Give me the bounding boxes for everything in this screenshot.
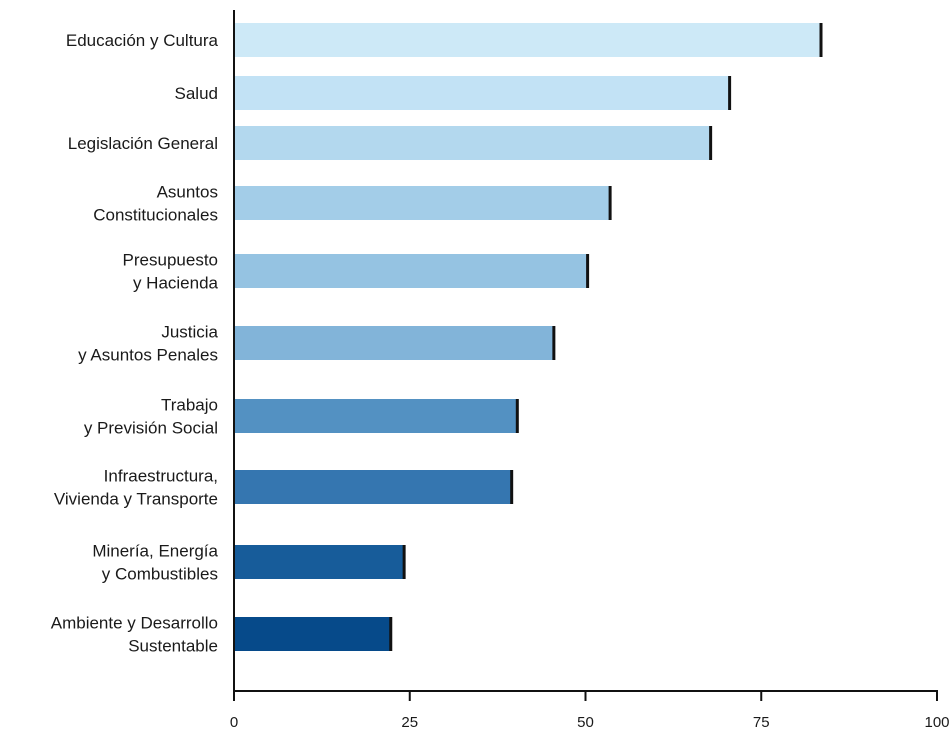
category-label-line: Vivienda y Transporte (54, 490, 218, 509)
category-label: Presupuesto y Hacienda (123, 251, 219, 293)
x-ticks-group: 0 25 50 75 100 (230, 691, 950, 731)
category-label-line: Presupuesto (123, 251, 218, 270)
x-tick-label: 50 (577, 714, 594, 731)
x-tick-label: 25 (401, 714, 418, 731)
category-label-line: Infraestructura, (104, 467, 218, 486)
category-label: Justicia y Asuntos Penales (78, 323, 218, 365)
category-label-line: Sustentable (128, 637, 218, 656)
category-label-line: Constitucionales (93, 206, 218, 225)
category-labels-group: Educación y Cultura Salud Legislación Gene… (51, 31, 219, 656)
category-label: Asuntos Constitucionales (93, 183, 218, 225)
category-label: Salud (175, 84, 218, 103)
category-label: Ambiente y Desarrollo Sustentable (51, 614, 218, 656)
bar (234, 76, 730, 110)
category-label-line: Trabajo (161, 396, 218, 415)
bar (234, 399, 518, 433)
category-label: Educación y Cultura (66, 31, 219, 50)
category-label: Trabajo y Previsión Social (84, 396, 218, 438)
category-label: Infraestructura, Vivienda y Transporte (54, 467, 218, 509)
category-label-line: y Hacienda (133, 274, 219, 293)
bar (234, 186, 611, 220)
x-tick-label: 100 (924, 714, 949, 731)
bar (234, 126, 711, 160)
bar (234, 470, 512, 504)
category-label-line: Justicia (161, 323, 218, 342)
bar (234, 254, 588, 288)
category-label-line: Educación y Cultura (66, 31, 219, 50)
bar (234, 545, 405, 579)
category-label-line: Asuntos (157, 183, 218, 202)
category-label-line: Legislación General (68, 134, 218, 153)
category-label-line: Minería, Energía (92, 542, 218, 561)
category-label-line: y Asuntos Penales (78, 346, 218, 365)
category-label-line: Salud (175, 84, 218, 103)
bar (234, 326, 554, 360)
x-tick-label: 75 (753, 714, 770, 731)
bar (234, 23, 822, 57)
bar (234, 617, 391, 651)
bars-group (234, 23, 823, 651)
category-label-line: y Previsión Social (84, 419, 218, 438)
x-tick-label: 0 (230, 714, 238, 731)
category-label: Minería, Energía y Combustibles (92, 542, 218, 584)
category-label: Legislación General (68, 134, 218, 153)
category-label-line: Ambiente y Desarrollo (51, 614, 218, 633)
category-label-line: y Combustibles (102, 565, 218, 584)
